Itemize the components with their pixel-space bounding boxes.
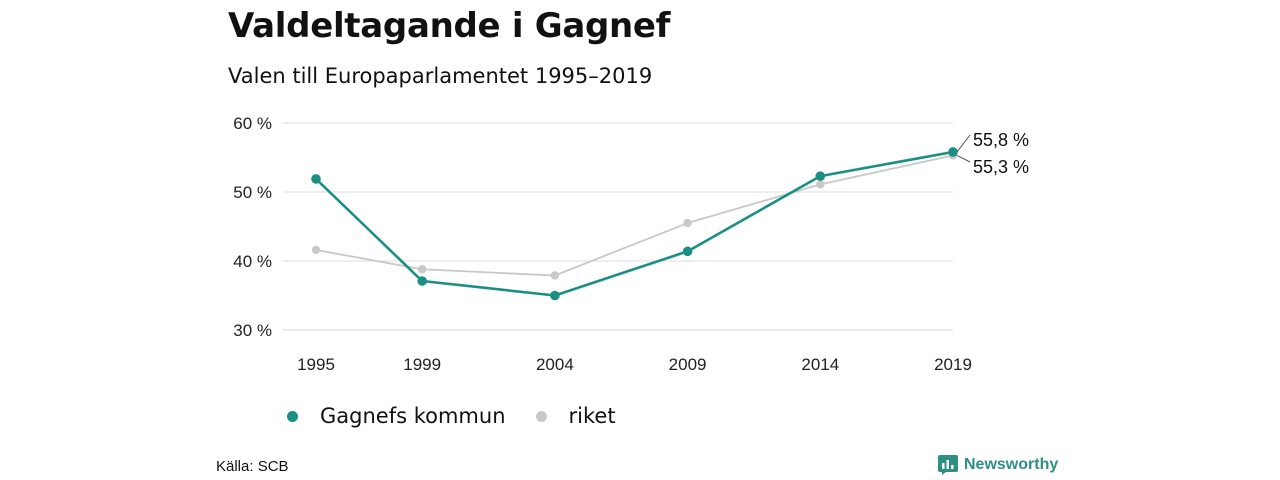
y-tick-label: 60 % — [233, 114, 272, 133]
data-point — [815, 171, 826, 181]
chart-title: Valdeltagande i Gagnef — [228, 6, 671, 46]
series-riket — [311, 151, 958, 280]
x-tick-label: 2019 — [934, 355, 972, 374]
legend: Gagnefs kommun riket — [287, 404, 646, 428]
y-tick-label: 50 % — [233, 183, 272, 202]
x-axis-ticks: 1995 1999 2004 2009 2014 2019 — [297, 355, 972, 374]
x-tick-label: 1995 — [297, 355, 335, 374]
gridlines — [282, 122, 953, 331]
data-point — [682, 246, 693, 257]
series-lines — [311, 147, 958, 301]
data-point — [683, 218, 692, 228]
newsworthy-logo-icon — [938, 455, 958, 475]
y-axis-ticks: 30 % 40 % 50 % 60 % — [233, 114, 272, 340]
data-point — [417, 265, 427, 274]
legend-label-gagnef: Gagnefs kommun — [320, 404, 506, 428]
chart-subtitle: Valen till Europaparlamentet 1995–2019 — [228, 64, 653, 88]
data-point — [550, 271, 560, 280]
data-point — [311, 245, 321, 255]
y-tick-label: 40 % — [233, 252, 272, 271]
data-point — [417, 276, 427, 286]
series-line — [315, 150, 954, 297]
legend-label-riket: riket — [568, 404, 616, 428]
brand-logo: Newsworthy — [938, 455, 1058, 475]
legend-item-gagnef: Gagnefs kommun — [287, 404, 506, 428]
end-label-leader — [956, 154, 971, 163]
brand-name: Newsworthy — [964, 456, 1059, 473]
y-tick-label: 30 % — [233, 321, 272, 340]
source-note: Källa: SCB — [216, 458, 289, 475]
x-tick-label: 2004 — [536, 355, 574, 374]
end-label: 55,8 % — [973, 130, 1029, 150]
legend-marker-riket — [535, 410, 547, 422]
legend-marker-gagnef — [287, 410, 298, 422]
data-point — [816, 180, 825, 189]
legend-item-riket: riket — [535, 404, 616, 428]
series-line — [315, 154, 954, 277]
end-labels: 55,8 % 55,3 % — [956, 130, 1029, 177]
end-label: 55,3 % — [973, 157, 1029, 177]
data-point — [550, 290, 560, 301]
x-tick-label: 1999 — [403, 355, 441, 374]
data-point — [948, 147, 958, 157]
x-tick-label: 2009 — [669, 355, 707, 374]
x-tick-label: 2014 — [801, 355, 839, 374]
end-label-leader — [956, 134, 971, 153]
data-point — [311, 174, 321, 184]
series-gagnef — [311, 147, 958, 301]
